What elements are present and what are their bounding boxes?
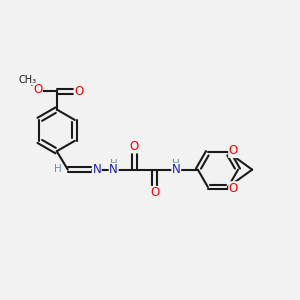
Text: CH₃: CH₃ [18, 75, 36, 85]
Text: H: H [172, 159, 180, 169]
Text: O: O [229, 182, 238, 195]
Text: N: N [109, 164, 118, 176]
Text: N: N [92, 163, 101, 176]
Text: H: H [54, 164, 61, 174]
Text: O: O [33, 82, 42, 96]
Text: O: O [74, 85, 83, 98]
Text: O: O [229, 145, 238, 158]
Text: H: H [110, 159, 118, 169]
Text: O: O [129, 140, 139, 153]
Text: N: N [172, 164, 181, 176]
Text: O: O [150, 186, 160, 200]
